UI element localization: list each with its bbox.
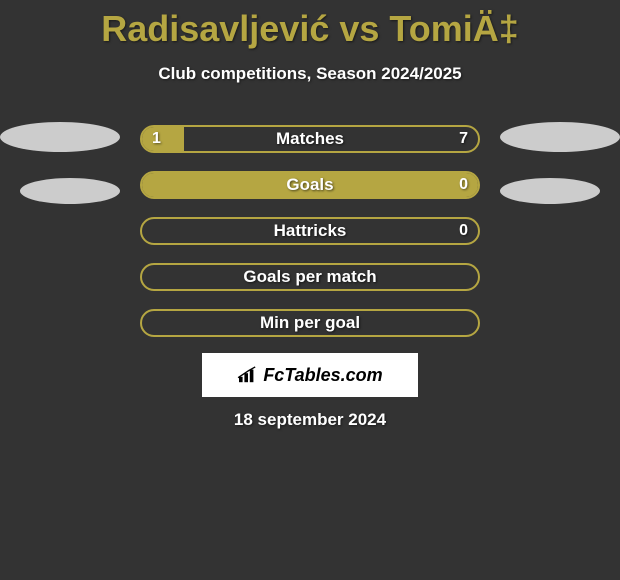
comparison-title: Radisavljević vs TomiÄ‡ bbox=[0, 0, 620, 50]
player-right-photo-placeholder-2 bbox=[500, 178, 600, 204]
stat-bar-min-per-goal: Min per goal bbox=[140, 309, 480, 337]
stat-bar-goals-label: Goals bbox=[142, 173, 478, 197]
stat-bars-container: 1 Matches 7 Goals 0 Hattricks 0 Goals pe… bbox=[140, 125, 480, 355]
stat-bar-matches: 1 Matches 7 bbox=[140, 125, 480, 153]
stat-bar-hattricks-right-value: 0 bbox=[459, 219, 468, 243]
snapshot-date: 18 september 2024 bbox=[0, 410, 620, 430]
stat-bar-min-per-goal-label: Min per goal bbox=[142, 311, 478, 335]
brand-chart-icon bbox=[237, 366, 259, 384]
player-left-photo-placeholder-2 bbox=[20, 178, 120, 204]
brand-badge: FcTables.com bbox=[202, 353, 418, 397]
player-right-photo-placeholder-1 bbox=[500, 122, 620, 152]
stat-bar-goals-per-match-label: Goals per match bbox=[142, 265, 478, 289]
brand-label: FcTables.com bbox=[263, 365, 382, 386]
stat-bar-goals: Goals 0 bbox=[140, 171, 480, 199]
stat-bar-goals-right-value: 0 bbox=[459, 173, 468, 197]
stat-bar-hattricks: Hattricks 0 bbox=[140, 217, 480, 245]
stat-bar-goals-per-match: Goals per match bbox=[140, 263, 480, 291]
brand-text: FcTables.com bbox=[237, 365, 382, 386]
stat-bar-matches-label: Matches bbox=[142, 127, 478, 151]
stat-bar-matches-right-value: 7 bbox=[459, 127, 468, 151]
player-left-photo-placeholder-1 bbox=[0, 122, 120, 152]
stat-bar-hattricks-label: Hattricks bbox=[142, 219, 478, 243]
comparison-subtitle: Club competitions, Season 2024/2025 bbox=[0, 64, 620, 84]
